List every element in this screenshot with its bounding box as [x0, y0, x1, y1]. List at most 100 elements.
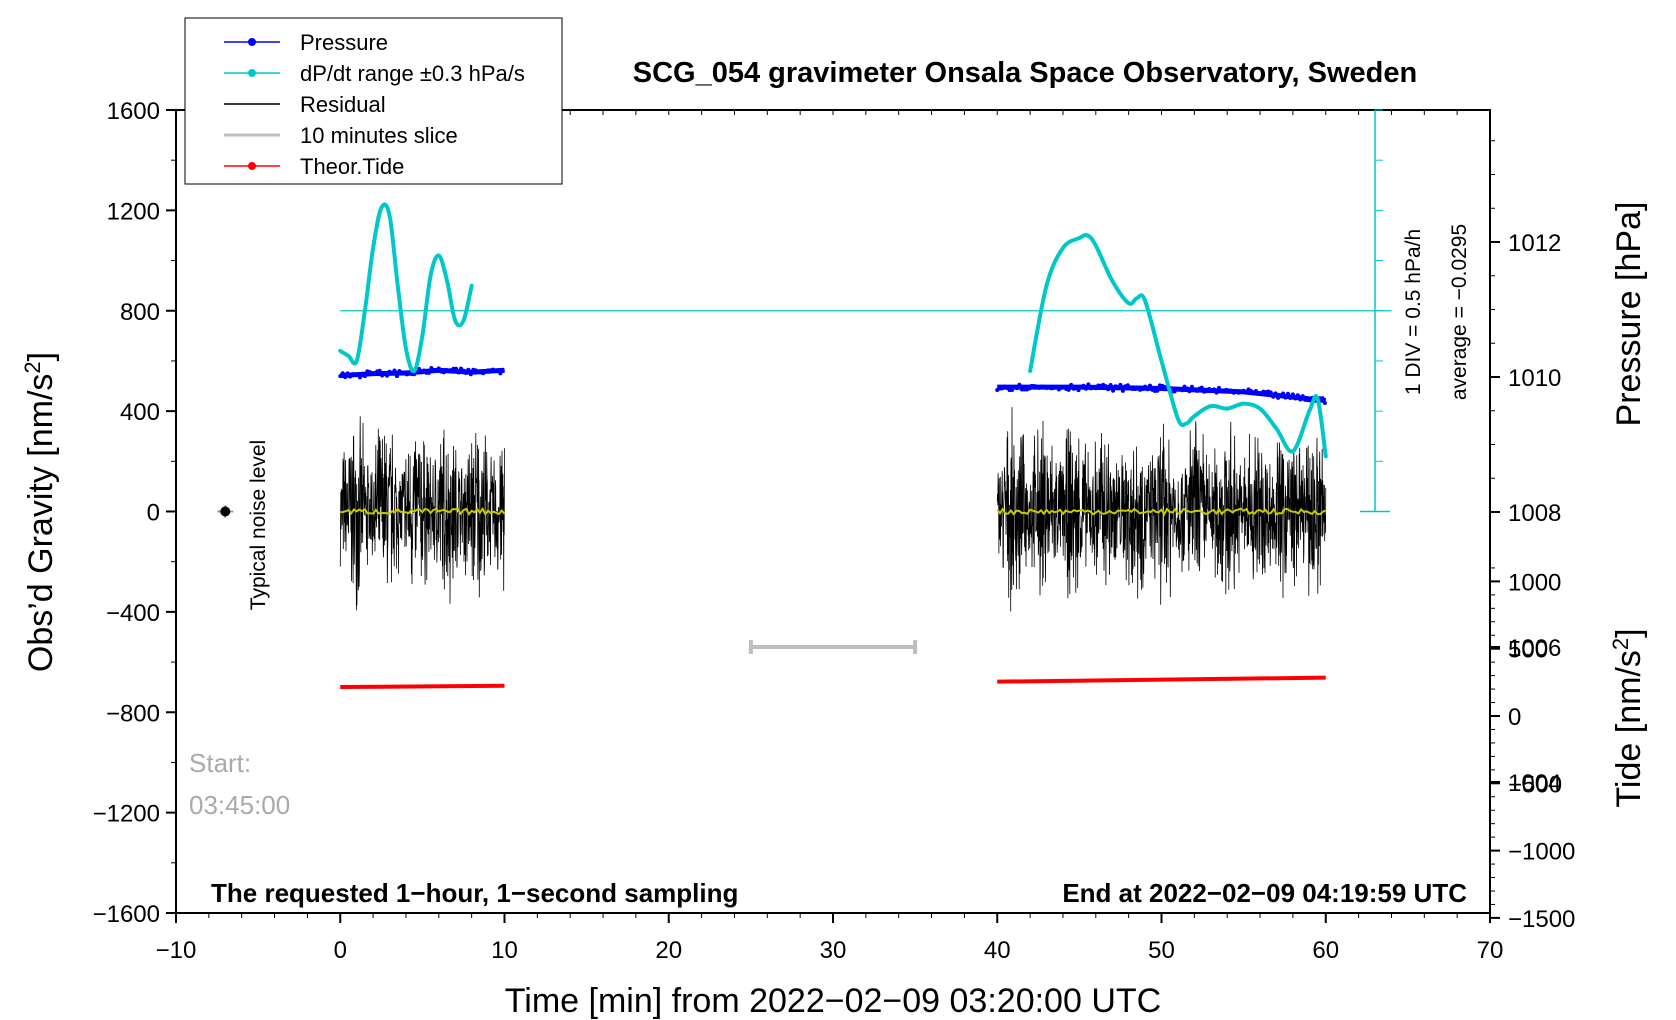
pressure-point: [1010, 388, 1015, 393]
x-tick-label: 50: [1148, 937, 1175, 964]
pressure-point: [343, 375, 348, 380]
pressure-point: [1249, 388, 1254, 393]
pressure-point: [1273, 391, 1278, 396]
y-axis-title-left: Obs’d Gravity [nm/s2]: [20, 352, 60, 672]
y-tick-label: −1200: [93, 801, 160, 828]
pressure-point: [1148, 383, 1153, 388]
requested-note: The requested 1−hour, 1−second sampling: [211, 878, 738, 908]
pressure-point: [1184, 386, 1189, 391]
legend-label: Pressure: [300, 30, 388, 55]
pressure-point: [1135, 385, 1140, 390]
pressure-point: [1086, 382, 1091, 387]
residual-line: [996, 407, 1327, 612]
noise-marker: [220, 506, 231, 517]
pressure-point: [1187, 389, 1192, 394]
y-tick-label: −1600: [93, 901, 160, 928]
x-tick-label: −10: [156, 937, 197, 964]
legend-label: Residual: [300, 92, 386, 117]
pressure-point: [1143, 384, 1148, 389]
pressure-point: [1103, 384, 1108, 389]
tide-tick-label: −500: [1508, 771, 1562, 798]
pressure-point: [1155, 388, 1160, 393]
pressure-point: [377, 368, 382, 373]
x-tick-label: 10: [491, 937, 518, 964]
pressure-point: [1189, 384, 1194, 389]
pressure-point: [340, 371, 345, 376]
pressure-point: [1271, 394, 1276, 399]
pressure-tick-label: 1008: [1508, 500, 1561, 527]
tide-line: [997, 675, 1326, 684]
pressure-point: [1081, 383, 1086, 388]
y-tick-label: 1600: [107, 98, 160, 125]
grid-layer: [340, 109, 1392, 513]
y-axis-title-tide-close: ]: [1610, 628, 1648, 637]
pressure-point: [466, 367, 471, 372]
pressure-point: [1172, 389, 1177, 394]
legend-box: [184, 17, 563, 185]
x-axis-title: Time [min] from 2022−02−09 03:20:00 UTC: [505, 982, 1161, 1020]
pressure-point: [385, 373, 390, 378]
y-axis-title-tide-sup: 2: [1608, 638, 1633, 650]
pressure-point: [1199, 385, 1204, 390]
pressure-point: [1276, 395, 1281, 400]
pressure-point: [1108, 383, 1113, 388]
pressure-point: [345, 371, 350, 376]
end-note: End at 2022−02−09 04:19:59 UTC: [1062, 878, 1467, 908]
pressure-point: [468, 372, 473, 377]
pressure-point: [1281, 391, 1286, 396]
pressure-average-label: average = −0.0295: [1448, 224, 1471, 400]
smoothed-residual-line: [340, 506, 506, 516]
y-tick-label: 1200: [107, 198, 160, 225]
pressure-point: [1066, 387, 1071, 392]
residual-line: [339, 416, 505, 611]
y-tick-label: 800: [120, 299, 160, 326]
legend: Pressure dP/dt range ±0.3 hPa/s Residual 10…: [184, 17, 563, 185]
y-tick-label: −400: [106, 600, 160, 627]
legend-label: dP/dt range ±0.3 hPa/s: [300, 61, 525, 86]
pressure-point: [1290, 392, 1295, 397]
pressure-point: [348, 374, 353, 379]
pressure-point: [456, 370, 461, 375]
pressure-point: [1244, 389, 1249, 394]
pressure-point: [1285, 391, 1290, 396]
pressure-point: [1111, 388, 1116, 393]
pressure-point: [362, 374, 367, 379]
tide-line: [340, 683, 505, 690]
chart-title: SCG_054 gravimeter Onsala Space Observat…: [633, 57, 1417, 89]
pressure-point: [1120, 388, 1125, 393]
noise-annotation: Typical noise level: [247, 440, 270, 610]
pressure-point: [1251, 391, 1256, 396]
y-axis-title-tide: Tide [nm/s2]: [1608, 628, 1648, 807]
y-tick-label: 400: [120, 399, 160, 426]
pressure-point: [1298, 397, 1303, 402]
tide-tick-label: 0: [1508, 704, 1521, 731]
pressure-point: [498, 371, 503, 376]
pressure-point: [1118, 382, 1123, 387]
pressure-point: [1288, 395, 1293, 400]
data-layer: [217, 202, 1328, 690]
tide-tick-label: 500: [1508, 637, 1548, 664]
y-axis-title-tide-main: Tide [nm/s: [1610, 650, 1648, 807]
x-tick-label: 30: [820, 937, 847, 964]
pressure-point: [1268, 390, 1273, 395]
pressure-point: [1014, 386, 1019, 391]
pressure-point: [1017, 382, 1022, 387]
pressure-point: [392, 368, 397, 373]
pressure-tick-label: 1010: [1508, 365, 1561, 392]
pressure-point: [1106, 387, 1111, 392]
pressure-tick-label: 1004: [1508, 770, 1561, 797]
pressure-point: [1083, 386, 1088, 391]
smoothed-residual-line: [996, 507, 1327, 517]
tide-tick-label: −1000: [1508, 839, 1575, 866]
x-tick-label: 0: [334, 937, 347, 964]
start-label: Start:: [189, 748, 251, 778]
pressure-scale-label: 1 DIV = 0.5 hPa/h: [1402, 229, 1425, 395]
dpdt-line: [338, 202, 474, 374]
x-tick-label: 60: [1312, 937, 1339, 964]
y-axis-title-pressure: Pressure [hPa]: [1610, 202, 1648, 427]
pressure-point: [1216, 385, 1221, 390]
pressure-point: [355, 372, 360, 377]
pressure-tick-label: 1006: [1508, 635, 1561, 662]
